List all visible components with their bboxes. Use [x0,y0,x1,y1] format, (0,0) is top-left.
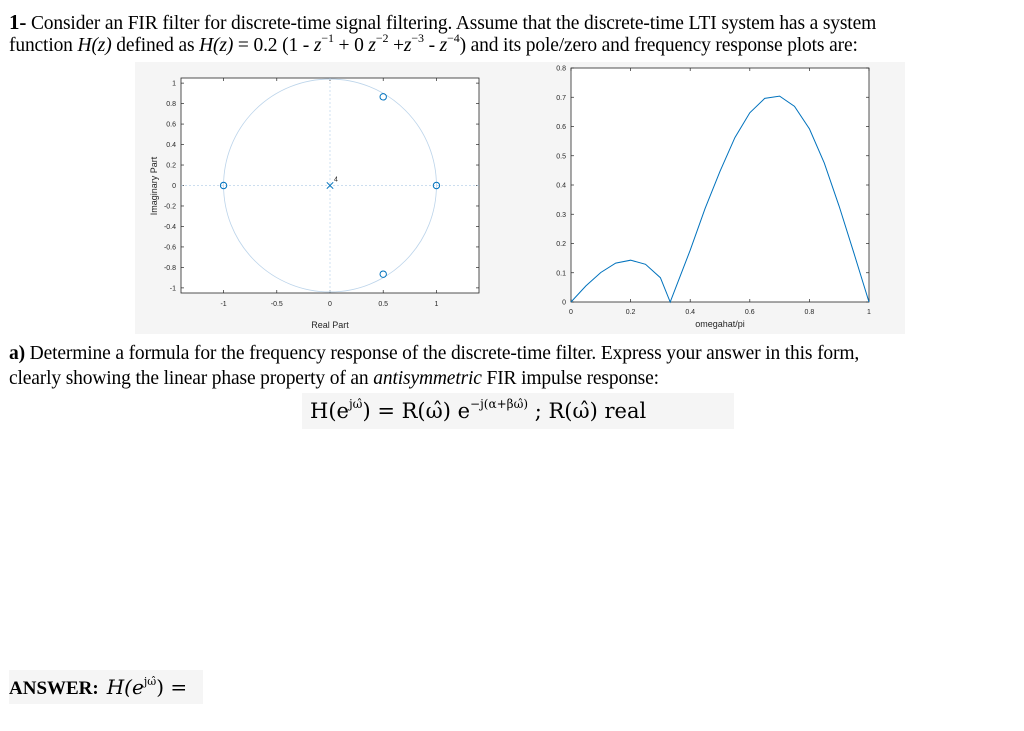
pz-xtick-label: -0.5 [271,301,283,308]
q2-plus0: + 0 [333,35,369,56]
fr-xlabel: omegahat/pi [695,319,745,329]
pz-xlabel: Real Part [311,320,349,330]
zero-marker [379,270,387,278]
zero-marker [379,93,387,101]
fr-ytick-label: 0.3 [556,212,566,219]
pz-ytick-label: -1 [170,285,176,292]
zero-marker [432,181,441,190]
fr-xtick-label: 0 [569,309,573,316]
q2-exp4: −4 [447,31,460,45]
pz-xtick-label: 1 [434,301,438,308]
frequency-response-plot: 0 0.2 0.4 0.6 0.8 1 0.8 0.7 0.6 0.5 0.4 0.3 0.2 0.10 … [556,66,871,330]
formula-mid: ) = R(ω̂) e [362,399,471,423]
fr-xtick-label: 0.4 [685,309,695,316]
question-line-2: function H(z) defined as H(z) = 0.2 (1 -… [9,32,858,57]
fr-ticks: 0 0.2 0.4 0.6 0.8 1 0.8 0.7 0.6 0.5 0.4 0.3 0.2 0.1 0 [556,66,871,317]
q2-z4: z [439,35,448,56]
fr-axes-box [570,67,870,303]
pole-x-stroke [326,181,334,190]
q2-minus: - [423,35,440,56]
pz-ytick-label: -0.6 [164,244,176,251]
fr-ytick-label: 0.8 [556,66,566,73]
fr-ytick-label: 0.2 [556,241,566,248]
fr-ytick-label: 0.4 [556,183,566,190]
q2-exp3: −3 [411,31,424,45]
pz-ytick-label: -0.2 [164,203,176,210]
q2-plus: + [388,35,404,56]
q2-z2: z [368,35,376,56]
question-line-1: 1- Consider an FIR filter for discrete-t… [9,10,876,35]
pz-ytick-label: 0 [172,183,176,190]
part-a-text-2b: FIR impulse response: [481,368,660,389]
formula-phase-exp: −j(α+βω̂) [470,397,529,411]
q2-tail: ) and its pole/zero and frequency respon… [459,35,858,56]
part-a-text-1: Determine a formula for the frequency re… [24,343,860,364]
part-a-label: a) [9,343,25,364]
q2-Hz-1: H(z) [77,35,112,56]
q2-exp2: −2 [375,31,389,45]
q2-Hz-2: H(z) [199,35,234,56]
answer-rhs: ) = [156,675,188,699]
fr-ytick-label: 0.5 [556,153,566,160]
fr-ytick-label: 0.6 [556,124,566,131]
pz-ytick-label: -0.8 [164,265,176,272]
q2-defined-as: defined as [111,35,200,56]
pz-ytick-label: -0.4 [164,224,176,231]
fr-xtick-label: 1 [867,309,871,316]
pole-multiplicity-label: 4 [334,177,338,184]
pz-xtick-label: 0.5 [378,301,388,308]
part-a-antisymmetric: antisymmetric [373,368,482,389]
formula-rhs: ; R(ω̂) real [528,399,647,423]
fr-xtick-label: 0.8 [805,309,815,316]
part-a-line-1: a) Determine a formula for the frequency… [9,343,859,365]
pz-ytick-label: 0.6 [166,122,176,129]
q2-coeff: = 0.2 (1 - [233,35,314,56]
fr-ytick-label: 0.7 [556,95,566,102]
answer-box[interactable]: ANSWER: H(ejω̂) = [9,670,203,704]
part-a-line-2: clearly showing the linear phase propert… [9,368,659,390]
pole-zero-plot: -1 -0.5 0 0.5 1 1 0.8 0.6 0.4 0.2 0 -0.2 -0.4 -0.6 -0.… [149,77,480,330]
pz-ytick-label: 0.2 [166,163,176,170]
fr-ytick-label: 0.1 [556,270,566,277]
pz-xtick-label: -1 [220,301,226,308]
pz-xtick-label: 0 [328,301,332,308]
zero-marker [219,181,228,190]
part-a-text-2a: clearly showing the linear phase propert… [9,368,374,389]
q2-z1: z [313,35,322,56]
q2-z3: z [403,35,412,56]
pole-marker [326,181,334,190]
fr-curve [570,95,870,304]
answer-expression: H(ejω̂) = [107,675,187,699]
answer-label: ANSWER: [9,678,99,699]
fr-xtick-label: 0.6 [745,309,755,316]
zeros-group [219,93,441,278]
formula-lhs-exp: jω̂ [348,397,363,411]
fr-xtick-label: 0.2 [626,309,636,316]
formula-lhs: H(e [310,399,349,423]
fr-ytick-label: 0 [562,300,566,307]
q2-exp1: −1 [321,31,334,45]
question-text-1: Consider an FIR filter for discrete-time… [30,13,877,34]
pz-ylabel: Imaginary Part [149,156,159,215]
answer-exp: jω̂ [143,675,157,688]
pz-ytick-label: 0.4 [166,142,176,149]
figures-panel: -1 -0.5 0 0.5 1 1 0.8 0.6 0.4 0.2 0 -0.2 -0.4 -0.6 -0.… [135,62,905,334]
question-number: 1- [9,10,27,34]
answer-lhs: H(e [106,675,144,699]
pz-ytick-label: 1 [172,81,176,88]
frequency-response-formula: H(ejω̂) = R(ω̂) e−j(α+βω̂) ; R(ω̂) real [302,393,734,429]
pz-ytick-label: 0.8 [166,101,176,108]
q2-function-text: function [9,35,78,56]
